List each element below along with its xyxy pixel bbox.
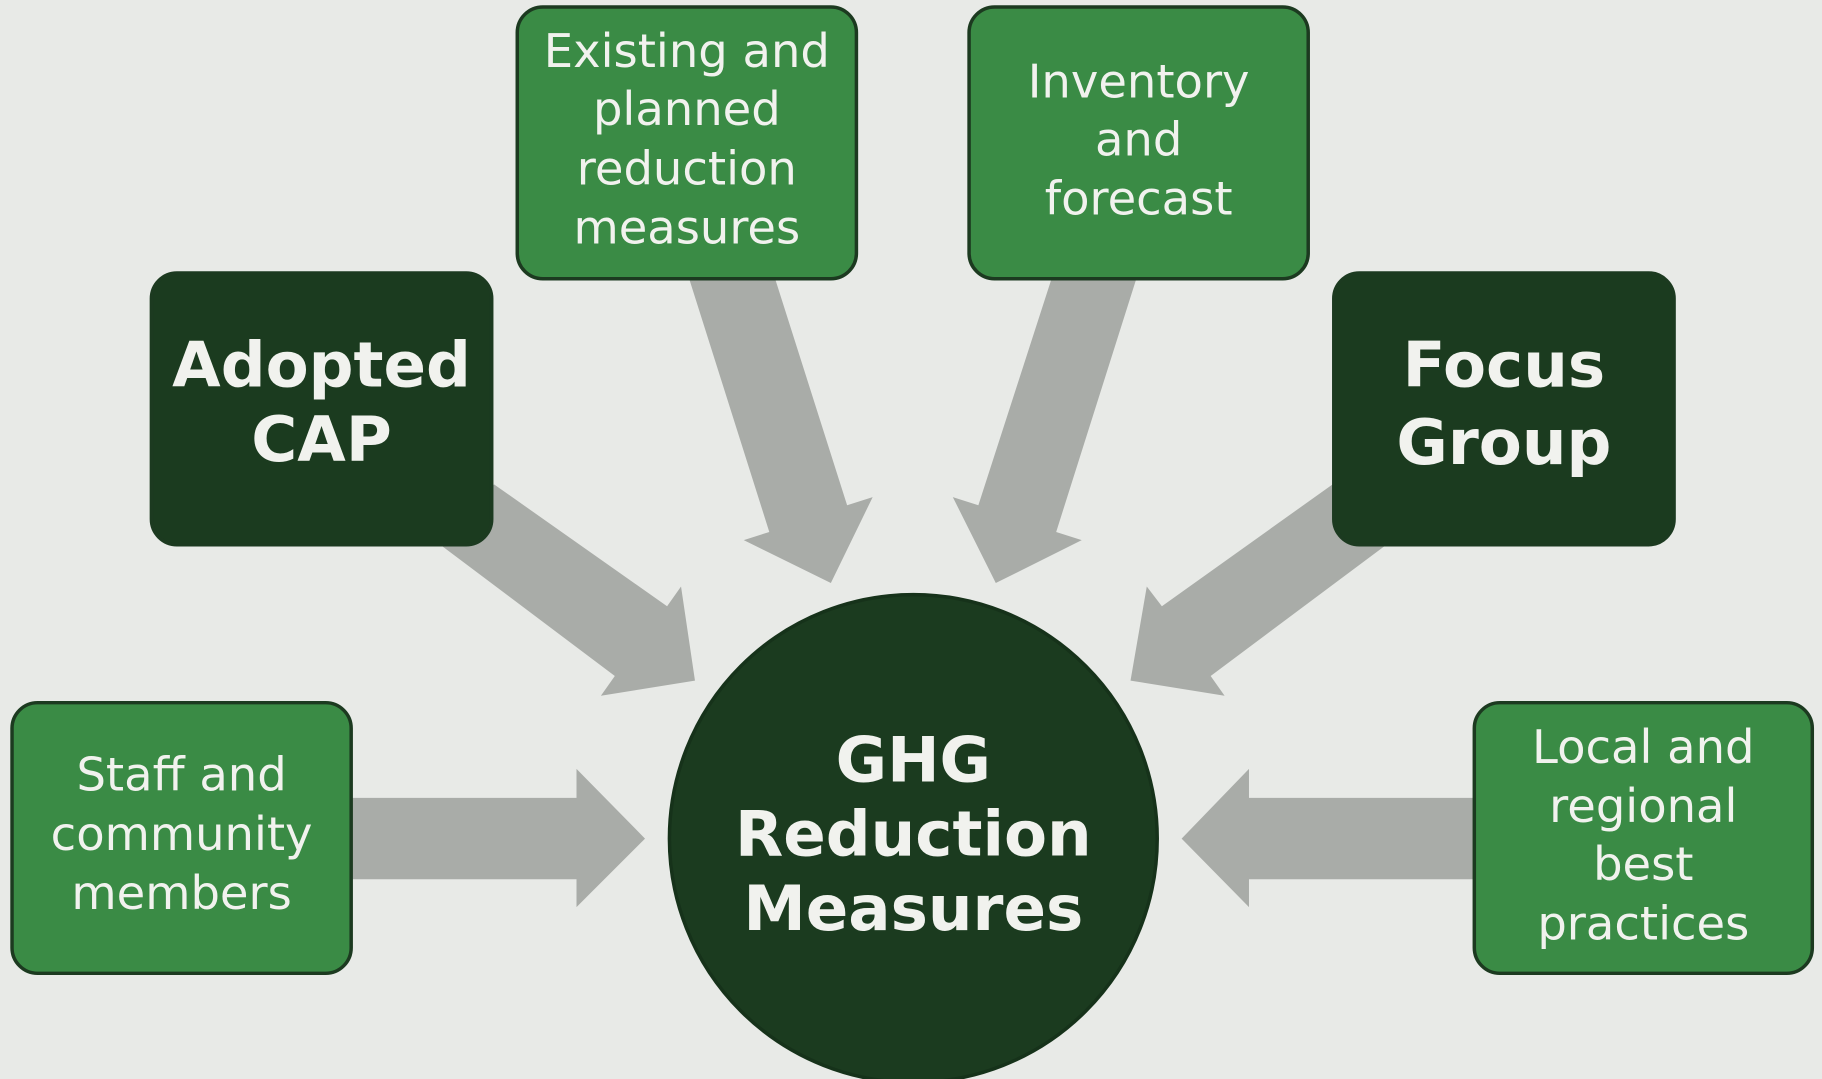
- node-box: [10, 700, 353, 976]
- node-label: measures: [573, 201, 800, 255]
- node-label: Group: [1396, 406, 1611, 479]
- node-label: regional: [1549, 779, 1737, 833]
- node-label: Inventory: [1028, 54, 1250, 108]
- node-label: Local and: [1532, 720, 1754, 774]
- arrow: [952, 278, 1137, 584]
- node-box: [515, 5, 859, 281]
- arrow: [1181, 768, 1475, 908]
- node-label: planned: [593, 82, 781, 136]
- node-label: Adopted: [172, 328, 471, 401]
- arrow: [1130, 484, 1385, 696]
- node-label: members: [71, 866, 291, 920]
- node-label: community: [51, 807, 313, 861]
- node-label: forecast: [1045, 172, 1233, 226]
- node-label: CAP: [251, 403, 392, 476]
- node-label: and: [1095, 112, 1182, 166]
- center-label: GHG: [836, 723, 991, 796]
- node-label: reduction: [577, 141, 797, 195]
- node-label: practices: [1537, 896, 1749, 950]
- node-box: [1332, 271, 1676, 547]
- arrow: [689, 278, 873, 584]
- node-box: [149, 271, 494, 547]
- node-label: Existing and: [544, 24, 830, 78]
- node-label: Focus: [1403, 328, 1606, 401]
- node-label: best: [1593, 837, 1693, 891]
- node-box: [1472, 700, 1815, 976]
- center-label: Measures: [743, 872, 1083, 945]
- boxes: [10, 5, 1815, 976]
- node-box: [967, 5, 1310, 281]
- arrow: [441, 484, 695, 696]
- arrows: [351, 278, 1475, 908]
- arrow: [351, 768, 646, 908]
- center-label: Reduction: [735, 798, 1092, 871]
- center-circle: [667, 593, 1159, 1079]
- node-label: Staff and: [76, 748, 286, 802]
